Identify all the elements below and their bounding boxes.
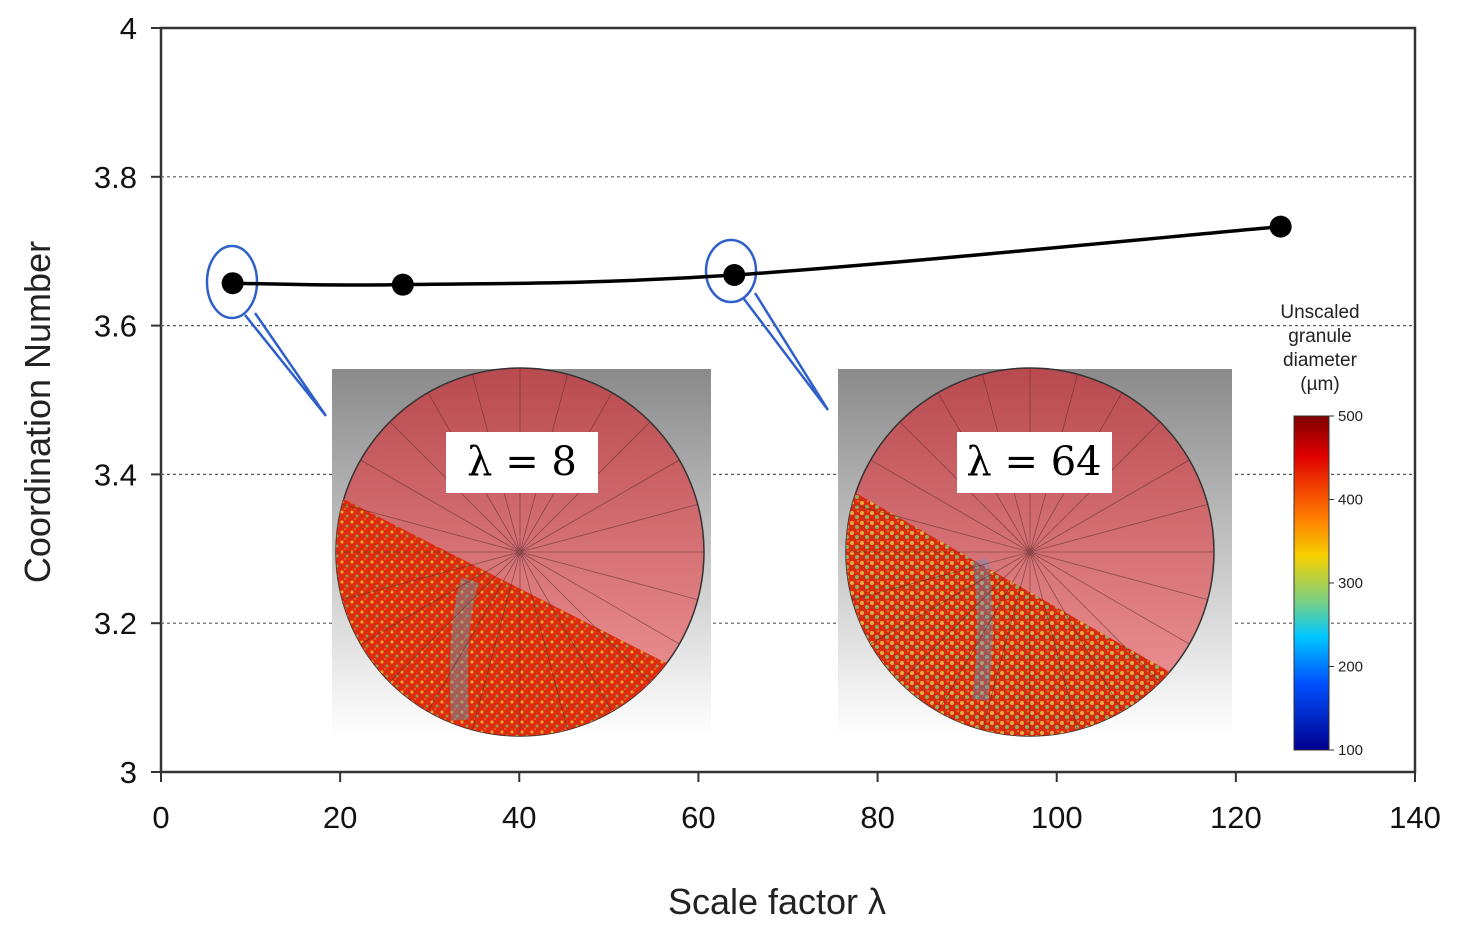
x-tick-label: 60	[681, 800, 715, 835]
data-point	[723, 264, 746, 287]
x-tick-label: 140	[1389, 800, 1441, 835]
inset-image-lambda-8: λ = 8	[332, 367, 711, 737]
y-tick-label: 3.8	[94, 160, 137, 195]
inset-label-lambda-8: λ = 8	[467, 439, 577, 485]
plot-area	[159, 26, 1417, 774]
colorbar-title-line: diameter	[1283, 350, 1358, 371]
colorbar-tick-label: 300	[1338, 575, 1363, 592]
colorbar-tick-label: 100	[1338, 742, 1363, 759]
y-tick-label: 3.2	[94, 606, 137, 641]
x-axis-title: Scale factor λ	[668, 881, 886, 922]
x-tick-label: 80	[860, 800, 894, 835]
x-tick-label: 100	[1031, 800, 1083, 835]
y-tick-label: 3.4	[94, 457, 137, 492]
x-tick-label: 120	[1210, 800, 1262, 835]
colorbar-title-line: Unscaled	[1280, 302, 1359, 323]
x-tick-label: 20	[323, 800, 357, 835]
x-tick-label: 40	[502, 800, 536, 835]
inset-label-lambda-64: λ = 64	[966, 439, 1101, 485]
y-axis-title: Coordination Number	[17, 241, 58, 583]
x-axis: 0 20 40 60 80 100 120 140	[152, 772, 1441, 835]
y-tick-label: 4	[120, 11, 137, 46]
colorbar-title-line: (µm)	[1300, 374, 1339, 395]
colorbar-gradient	[1293, 415, 1330, 751]
colorbar: Unscaled granule diameter (µm) 500 400 300 200…	[1280, 302, 1363, 759]
x-tick-label: 0	[152, 800, 169, 835]
series-line	[232, 224, 1281, 287]
y-tick-label: 3	[120, 755, 137, 790]
colorbar-title-line: granule	[1288, 326, 1351, 347]
colorbar-tick-label: 500	[1338, 408, 1363, 425]
callout-lambda-8	[205, 244, 328, 417]
inset-image-lambda-64: λ = 64	[838, 367, 1232, 737]
y-axis: 3 3.2 3.4 3.6 3.8 4	[94, 11, 161, 790]
colorbar-tick-label: 200	[1338, 659, 1363, 676]
data-point	[221, 272, 244, 295]
y-tick-label: 3.6	[94, 309, 137, 344]
colorbar-tick-label: 400	[1338, 492, 1363, 509]
data-point	[391, 273, 414, 296]
callout-lambda-64	[704, 238, 830, 411]
data-point	[1269, 215, 1292, 238]
